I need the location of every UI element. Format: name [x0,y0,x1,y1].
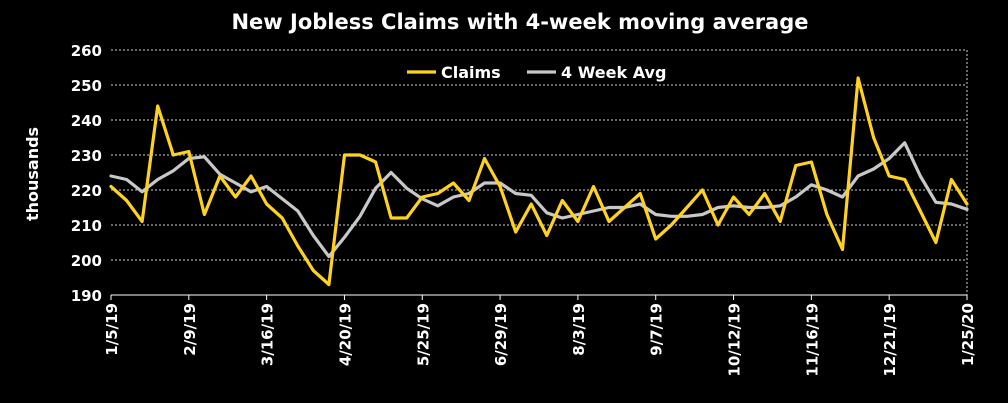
y-axis-ticks: 190 200 210 220 230 240 250 260 [71,42,102,305]
y-tick-label: 260 [71,42,102,60]
x-tick-label: 9/7/19 [648,303,666,356]
x-tick-label: 6/29/19 [492,303,510,366]
y-tick-label: 220 [71,182,102,200]
x-tick-label: 12/21/19 [881,303,899,377]
x-tick-label: 3/16/19 [259,303,277,366]
series-lines [109,76,969,287]
x-axis-ticks: 1/5/19 2/9/19 3/16/19 4/20/19 5/25/19 6/29/19… [103,295,977,377]
gridlines [111,49,967,261]
y-tick-label: 210 [71,217,102,235]
series-line-1 [109,141,969,259]
legend-label-0: Claims [441,63,501,82]
y-axis-label: thousands [23,127,42,221]
y-tick-label: 200 [71,252,102,270]
x-tick-label: 5/25/19 [414,303,432,366]
x-tick-label: 4/20/19 [336,303,354,366]
chart-title: New Jobless Claims with 4-week moving av… [231,10,808,34]
legend: Claims 4 Week Avg [407,63,666,82]
y-tick-label: 240 [71,112,102,130]
x-tick-label: 1/25/20 [959,303,977,366]
x-tick-label: 8/3/19 [570,303,588,356]
y-tick-label: 190 [71,287,102,305]
y-tick-label: 250 [71,77,102,95]
x-tick-label: 10/12/19 [726,303,744,377]
x-tick-label: 1/5/19 [103,303,121,356]
series-line-0 [109,76,969,287]
legend-label-1: 4 Week Avg [561,63,666,82]
x-tick-label: 11/16/19 [803,303,821,377]
x-tick-label: 2/9/19 [181,303,199,356]
axes [111,50,968,296]
y-tick-label: 230 [71,147,102,165]
